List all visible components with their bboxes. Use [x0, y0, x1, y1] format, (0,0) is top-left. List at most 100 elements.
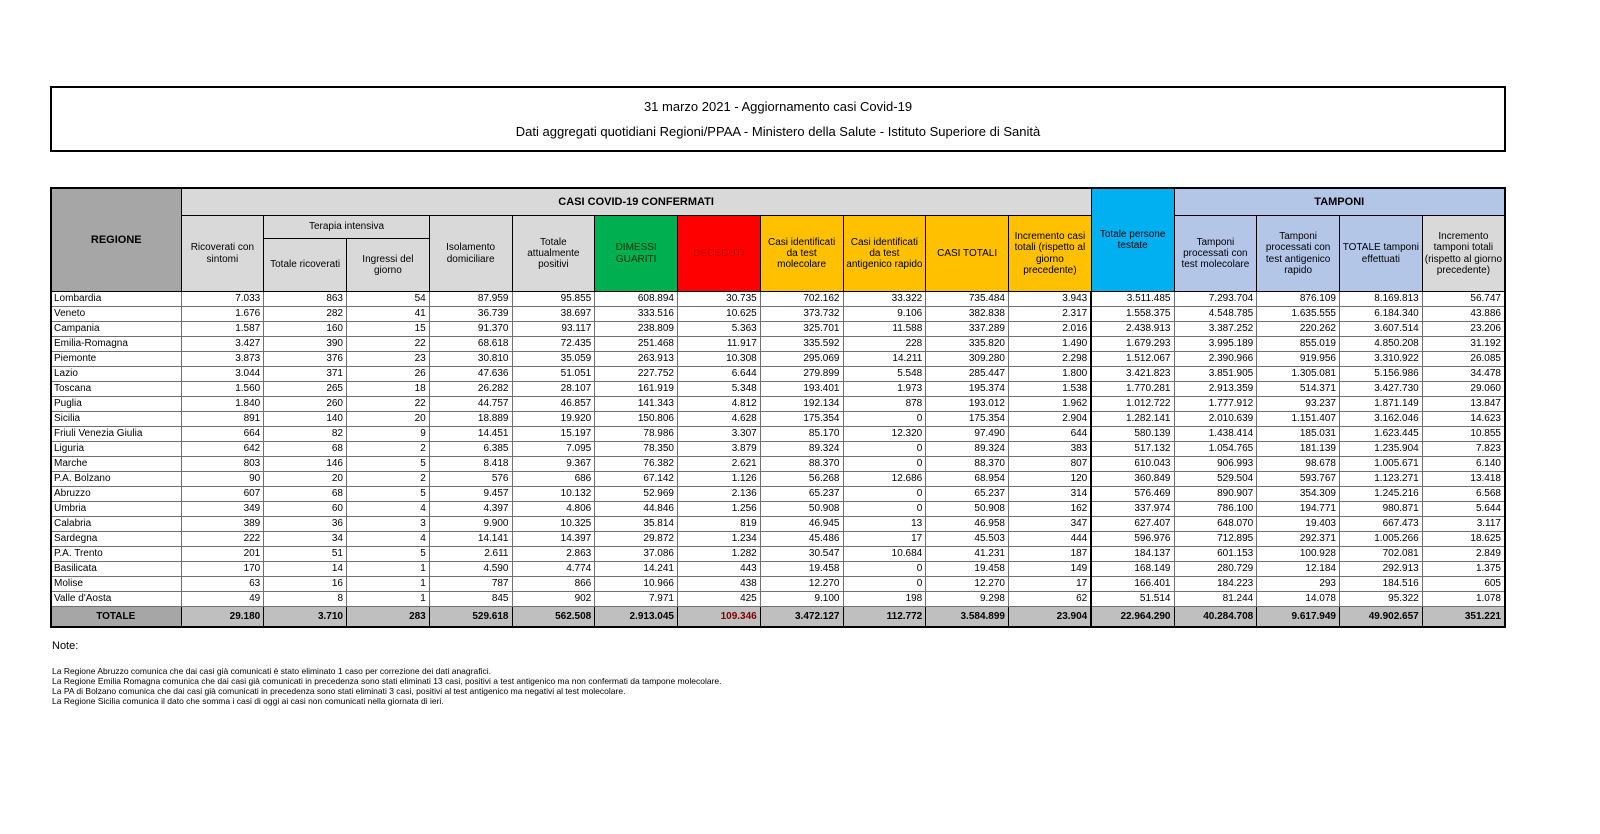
title-line-1: 31 marzo 2021 - Aggiornamento casi Covid…: [643, 99, 913, 115]
value-cell: 251.468: [594, 336, 678, 352]
value-cell: 5: [346, 546, 430, 562]
value-cell: 36.739: [428, 306, 513, 322]
value-cell: 803: [180, 456, 265, 472]
value-cell: 30.547: [759, 546, 844, 562]
value-cell: 292.371: [1256, 531, 1340, 547]
value-cell: 1.234: [677, 531, 761, 547]
value-cell: 10.966: [594, 576, 678, 592]
value-cell: 263.913: [594, 351, 678, 367]
value-cell: 78.350: [594, 441, 678, 457]
value-cell: 309.280: [925, 351, 1009, 367]
value-cell: 193.012: [925, 396, 1009, 412]
region-name-cell: P.A. Trento: [50, 546, 182, 562]
value-cell: 56.268: [759, 471, 844, 487]
value-cell: 5.156.986: [1339, 366, 1423, 382]
value-cell: 93.237: [1256, 396, 1340, 412]
value-cell: 228: [842, 336, 927, 352]
value-cell: 1.587: [180, 321, 265, 337]
value-cell: 89.324: [759, 441, 844, 457]
value-cell: 5: [346, 456, 430, 472]
group-header-tamponi: TAMPONI: [1173, 187, 1506, 216]
value-cell: 184.137: [1090, 546, 1175, 562]
value-cell: 12.184: [1256, 561, 1340, 577]
value-cell: 168.149: [1090, 561, 1175, 577]
value-cell: 175.354: [759, 411, 844, 427]
region-name-cell: Emilia-Romagna: [50, 336, 182, 352]
value-cell: 13.847: [1421, 396, 1506, 412]
value-cell: 11.917: [677, 336, 761, 352]
table-row: P.A. Bolzano 90 20 2 576 686 67.142 1.126 56.268…: [50, 471, 1506, 487]
note-line: La Regione Abruzzo comunica che dai casi…: [52, 666, 491, 676]
table-row: Toscana 1.560 265 18 26.282 28.107 161.919 5.34…: [50, 381, 1506, 397]
value-cell: 891: [180, 411, 265, 427]
value-cell: 7.033: [180, 291, 265, 307]
value-cell: 187: [1008, 546, 1092, 562]
value-cell: 807: [1008, 456, 1092, 472]
value-cell: 41.231: [925, 546, 1009, 562]
value-cell: 9.106: [842, 306, 927, 322]
col-header-incremento-casi: Incremento casi totali (rispetto al gior…: [1008, 215, 1092, 292]
value-cell: 175.354: [925, 411, 1009, 427]
value-cell: 1.538: [1008, 381, 1092, 397]
value-cell: 95.855: [511, 291, 596, 307]
value-cell: 6.184.340: [1339, 306, 1423, 322]
value-cell: 26.282: [428, 381, 513, 397]
value-cell: 786.100: [1173, 501, 1258, 517]
value-cell: 1.256: [677, 501, 761, 517]
value-cell: 667.473: [1339, 516, 1423, 532]
value-cell: 1.635.555: [1256, 306, 1340, 322]
value-cell: 605: [1421, 576, 1506, 592]
value-cell: 2.863: [511, 546, 596, 562]
value-cell: 1.282.141: [1090, 411, 1175, 427]
table-row: Veneto 1.676 282 41 36.739 38.697 333.516 10.62…: [50, 306, 1506, 322]
value-cell: 29.060: [1421, 381, 1506, 397]
value-cell: 282: [263, 306, 347, 322]
value-cell: 333.516: [594, 306, 678, 322]
value-cell: 389: [180, 516, 265, 532]
title-line-2: Dati aggregati quotidiani Regioni/PPAA -…: [515, 123, 1041, 139]
value-cell: 1.151.407: [1256, 411, 1340, 427]
value-cell: 23: [346, 351, 430, 367]
value-cell: 3.044: [180, 366, 265, 382]
region-name-cell: Campania: [50, 321, 182, 337]
value-cell: 161.919: [594, 381, 678, 397]
table-row: Campania 1.587 160 15 91.370 93.117 238.809 5.3…: [50, 321, 1506, 337]
value-cell: 3.310.922: [1339, 351, 1423, 367]
value-cell: 141.343: [594, 396, 678, 412]
value-cell: 2.298: [1008, 351, 1092, 367]
value-cell: 702.081: [1339, 546, 1423, 562]
value-cell: 2.010.639: [1173, 411, 1258, 427]
value-cell: 648.070: [1173, 516, 1258, 532]
value-cell: 170: [180, 561, 265, 577]
value-cell: 3.873: [180, 351, 265, 367]
value-cell: 9.617.949: [1256, 606, 1340, 628]
value-cell: 0: [842, 561, 927, 577]
value-cell: 10.855: [1421, 426, 1506, 442]
value-cell: 44.757: [428, 396, 513, 412]
value-cell: 227.752: [594, 366, 678, 382]
value-cell: 78.986: [594, 426, 678, 442]
value-cell: 1.512.067: [1090, 351, 1175, 367]
value-cell: 3.472.127: [759, 606, 844, 628]
value-cell: 15: [346, 321, 430, 337]
value-cell: 576: [428, 471, 513, 487]
value-cell: 787: [428, 576, 513, 592]
value-cell: 22.964.290: [1090, 606, 1175, 628]
value-cell: 33.322: [842, 291, 927, 307]
value-cell: 3.607.514: [1339, 321, 1423, 337]
value-cell: 72.435: [511, 336, 596, 352]
value-cell: 3: [346, 516, 430, 532]
value-cell: 65.237: [925, 486, 1009, 502]
col-header-persone-testate: Totale persone testate: [1090, 187, 1175, 292]
table-header: REGIONE CASI COVID-19 CONFERMATI Totale …: [50, 187, 1506, 292]
value-cell: 2.904: [1008, 411, 1092, 427]
value-cell: 89.324: [925, 441, 1009, 457]
table-row: Sicilia 891 140 20 18.889 19.920 150.806 4.628 1…: [50, 411, 1506, 427]
region-name-cell: Toscana: [50, 381, 182, 397]
value-cell: 7.823: [1421, 441, 1506, 457]
value-cell: 514.371: [1256, 381, 1340, 397]
note-line: La PA di Bolzano comunica che dai casi g…: [52, 686, 626, 696]
value-cell: 98.678: [1256, 456, 1340, 472]
value-cell: 9: [346, 426, 430, 442]
